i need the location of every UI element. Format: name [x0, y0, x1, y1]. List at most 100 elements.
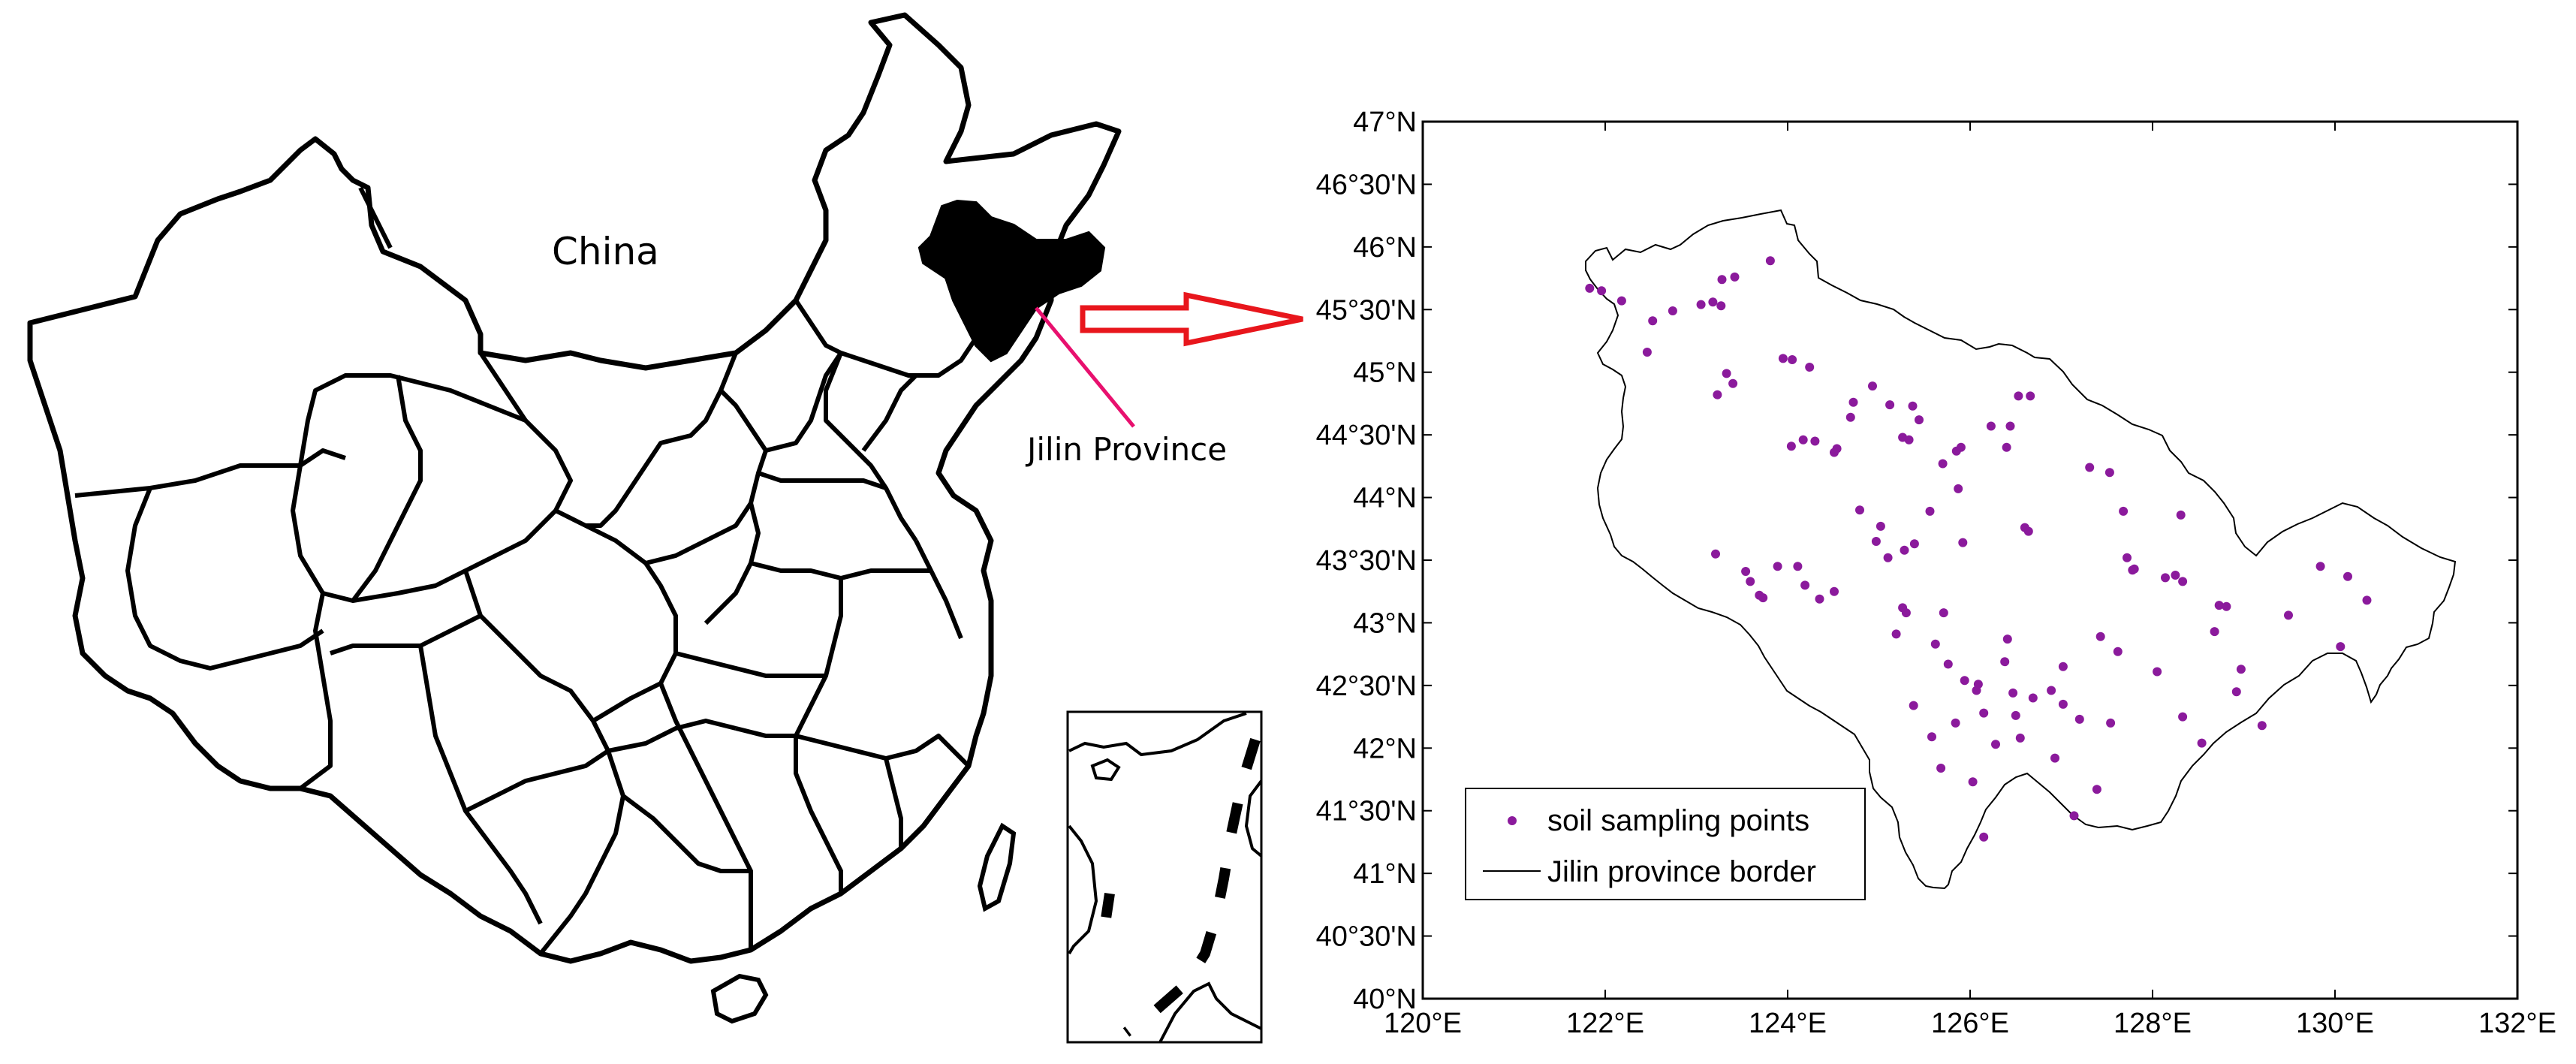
- y-tick-label: 43°30'N: [1316, 545, 1417, 577]
- sampling-point: [2231, 687, 2241, 697]
- sampling-point: [1616, 296, 1626, 306]
- x-tick-label: 126°E: [1931, 1008, 2009, 1039]
- sampling-point: [1925, 506, 1935, 516]
- sampling-point: [1585, 283, 1595, 293]
- y-tick-label: 45°N: [1353, 357, 1417, 389]
- taiwan-island: [977, 822, 1017, 912]
- sampling-point: [1951, 718, 1960, 728]
- sampling-point: [1883, 553, 1893, 562]
- sampling-point: [1956, 442, 1966, 452]
- sampling-point: [1876, 521, 1885, 531]
- sampling-point: [1885, 400, 1895, 410]
- sampling-point: [1722, 369, 1731, 378]
- sampling-point: [1908, 401, 1918, 411]
- sampling-point: [2074, 714, 2084, 724]
- y-tick-label: 40°N: [1353, 984, 1417, 1015]
- inset-dashed-line: [1122, 737, 1261, 1037]
- sampling-point: [1943, 659, 1953, 669]
- jilin-pointer-line: [1035, 306, 1135, 428]
- sampling-point: [1855, 505, 1864, 515]
- sampling-point: [2085, 463, 2095, 472]
- sampling-plot: 120°E 122°E 124°E 126°E 128°E 130°E 132°E 40°N…: [1316, 107, 2556, 1039]
- sampling-point: [1979, 708, 1989, 718]
- sampling-point: [2178, 577, 2188, 586]
- sampling-point: [1765, 256, 1775, 266]
- sampling-point: [1696, 300, 1706, 309]
- sampling-point: [1713, 390, 1722, 399]
- china-outline: [27, 12, 1122, 964]
- sampling-point: [2069, 811, 2079, 821]
- sampling-point: [1954, 484, 1963, 493]
- sampling-point: [1668, 306, 1677, 315]
- sampling-point: [1746, 577, 1755, 586]
- sampling-point: [1891, 629, 1901, 639]
- sampling-point: [2178, 712, 2188, 722]
- sampling-point: [2002, 442, 2011, 452]
- sampling-point: [2104, 468, 2114, 478]
- sampling-point: [1973, 680, 1983, 689]
- sampling-point: [2028, 693, 2038, 703]
- sampling-point: [2106, 718, 2116, 728]
- sampling-point: [2005, 421, 2015, 431]
- y-tick-label: 46°30'N: [1316, 169, 1417, 200]
- inset-dash-west: [1072, 892, 1115, 1000]
- sampling-point: [1915, 415, 1924, 425]
- sampling-point: [1968, 777, 1978, 787]
- y-tick-label: 44°N: [1353, 483, 1417, 514]
- sampling-point: [1798, 435, 1808, 445]
- sampling-point: [2008, 688, 2018, 698]
- sampling-point: [2014, 391, 2023, 401]
- sampling-point: [2210, 627, 2219, 637]
- sampling-point: [1815, 594, 1824, 604]
- legend-points-label: soil sampling points: [1547, 804, 1809, 837]
- sampling-point: [1901, 608, 1911, 618]
- sampling-point: [1786, 442, 1796, 451]
- sampling-point: [2123, 553, 2132, 562]
- y-tick-label: 46°N: [1353, 232, 1417, 264]
- jilin-province-label: Jilin Province: [1025, 431, 1227, 468]
- sampling-point: [2176, 510, 2186, 520]
- y-tick-label: 42°N: [1353, 733, 1417, 764]
- sampling-point: [1810, 436, 1820, 446]
- sampling-point: [1642, 348, 1652, 357]
- sampling-point: [1960, 676, 1969, 686]
- sampling-point: [2214, 601, 2224, 610]
- sampling-point: [1728, 378, 1738, 388]
- sampling-point: [2047, 686, 2056, 695]
- sampling-point: [2095, 631, 2105, 641]
- sampling-point: [1793, 562, 1803, 571]
- y-axis: 40°N 40°30'N 41°N 41°30'N 42°N 42°30'N 43°N 43°…: [1316, 107, 2517, 1015]
- arrow-to-plot: [1080, 291, 1303, 347]
- inset-coast-north: [1068, 712, 1247, 757]
- sampling-point: [1648, 316, 1658, 326]
- south-china-sea-inset: [1066, 710, 1263, 1044]
- sampling-point: [2058, 699, 2068, 709]
- sampling-point: [1927, 732, 1936, 742]
- x-tick-label: 120°E: [1384, 1008, 1462, 1039]
- sampling-point: [2050, 753, 2059, 763]
- y-tick-label: 40°30'N: [1316, 921, 1417, 953]
- sampling-point: [2092, 785, 2101, 794]
- china-label: China: [552, 230, 659, 273]
- sampling-point: [1938, 459, 1948, 469]
- legend-border-label: Jilin province border: [1547, 855, 1816, 888]
- sampling-point: [1800, 580, 1810, 590]
- y-tick-label: 42°30'N: [1316, 671, 1417, 702]
- sampling-point: [1830, 586, 1839, 596]
- sampling-point: [2284, 610, 2293, 620]
- legend-box: [1465, 788, 1866, 900]
- sampling-point: [2015, 733, 2025, 743]
- jilin-province-shape: [917, 199, 1106, 363]
- sampling-point: [2058, 662, 2068, 671]
- y-tick-label: 44°30'N: [1316, 420, 1417, 451]
- sampling-point: [2129, 564, 2139, 574]
- legend-point-marker: [1508, 816, 1517, 825]
- sampling-point: [2171, 571, 2180, 580]
- sampling-point: [1717, 275, 1727, 285]
- sampling-point: [1904, 435, 1914, 445]
- sample-points-layer: [1585, 256, 2372, 842]
- x-tick-label: 128°E: [2114, 1008, 2192, 1039]
- sampling-point: [2222, 601, 2231, 611]
- x-tick-label: 130°E: [2296, 1008, 2374, 1039]
